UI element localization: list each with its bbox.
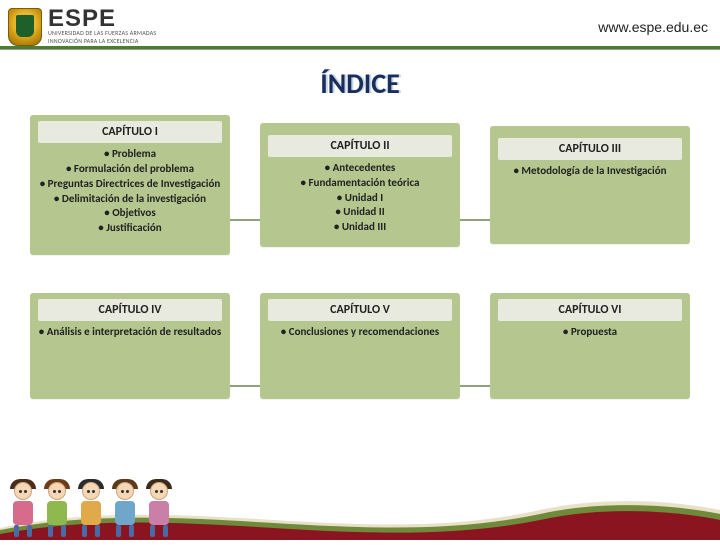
- index-grid: CAPÍTULO I • Problema • Formulación del …: [0, 115, 720, 399]
- chap-head: CAPÍTULO III: [498, 138, 682, 160]
- chap-head: CAPÍTULO I: [38, 121, 222, 143]
- logo-sub2: INNOVACIÓN PARA LA EXCELENCIA: [48, 37, 156, 45]
- chap-head: CAPÍTULO VI: [498, 299, 682, 321]
- item: • Unidad I: [268, 191, 452, 206]
- kid-icon: [144, 482, 174, 538]
- chap-items: • Conclusiones y recomendaciones: [268, 325, 452, 340]
- row-2: CAPÍTULO IV • Análisis e interpretación …: [30, 293, 690, 399]
- item: • Propuesta: [498, 325, 682, 340]
- item: • Objetivos: [38, 206, 222, 221]
- item: • Problema: [38, 147, 222, 162]
- logo-sub1: UNIVERSIDAD DE LAS FUERZAS ARMADAS: [48, 29, 156, 37]
- item: • Formulación del problema: [38, 162, 222, 177]
- card-cap3: CAPÍTULO III • Metodología de la Investi…: [490, 126, 690, 244]
- chap-items: • Análisis e interpretación de resultado…: [38, 325, 222, 340]
- chap-head: CAPÍTULO IV: [38, 299, 222, 321]
- chap-items: • Antecedentes • Fundamentación teórica …: [268, 161, 452, 235]
- site-url: www.espe.edu.ec: [598, 19, 708, 35]
- item: • Preguntas Directrices de Investigación: [38, 177, 222, 192]
- kid-icon: [42, 482, 72, 538]
- title-wrap: ÍNDICE: [0, 66, 720, 101]
- card-cap5: CAPÍTULO V • Conclusiones y recomendacio…: [260, 293, 460, 399]
- card-cap4: CAPÍTULO IV • Análisis e interpretación …: [30, 293, 230, 399]
- item: • Delimitación de la investigación: [38, 192, 222, 207]
- item: • Unidad II: [268, 205, 452, 220]
- logo-text: ESPE UNIVERSIDAD DE LAS FUERZAS ARMADAS …: [48, 8, 156, 46]
- page-title: ÍNDICE: [320, 66, 400, 101]
- row-1: CAPÍTULO I • Problema • Formulación del …: [30, 115, 690, 255]
- logo-main: ESPE: [48, 8, 156, 30]
- chap-items: • Problema • Formulación del problema • …: [38, 147, 222, 236]
- item: • Antecedentes: [268, 161, 452, 176]
- card-cap1: CAPÍTULO I • Problema • Formulación del …: [30, 115, 230, 255]
- item: • Análisis e interpretación de resultado…: [38, 325, 222, 340]
- item: • Unidad III: [268, 220, 452, 235]
- card-cap2: CAPÍTULO II • Antecedentes • Fundamentac…: [260, 123, 460, 247]
- item: • Conclusiones y recomendaciones: [268, 325, 452, 340]
- kid-icon: [8, 482, 38, 538]
- logo-block: ESPE UNIVERSIDAD DE LAS FUERZAS ARMADAS …: [8, 8, 156, 46]
- chap-items: • Metodología de la Investigación: [498, 164, 682, 179]
- card-cap6: CAPÍTULO VI • Propuesta: [490, 293, 690, 399]
- chap-head: CAPÍTULO V: [268, 299, 452, 321]
- item: • Fundamentación teórica: [268, 176, 452, 191]
- kids-illustration: [8, 482, 174, 538]
- chap-head: CAPÍTULO II: [268, 135, 452, 157]
- kid-icon: [110, 482, 140, 538]
- header: ESPE UNIVERSIDAD DE LAS FUERZAS ARMADAS …: [0, 0, 720, 50]
- item: • Justificación: [38, 221, 222, 236]
- kid-icon: [76, 482, 106, 538]
- logo-shield-icon: [8, 8, 42, 46]
- item: • Metodología de la Investigación: [498, 164, 682, 179]
- chap-items: • Propuesta: [498, 325, 682, 340]
- header-divider: [0, 46, 720, 49]
